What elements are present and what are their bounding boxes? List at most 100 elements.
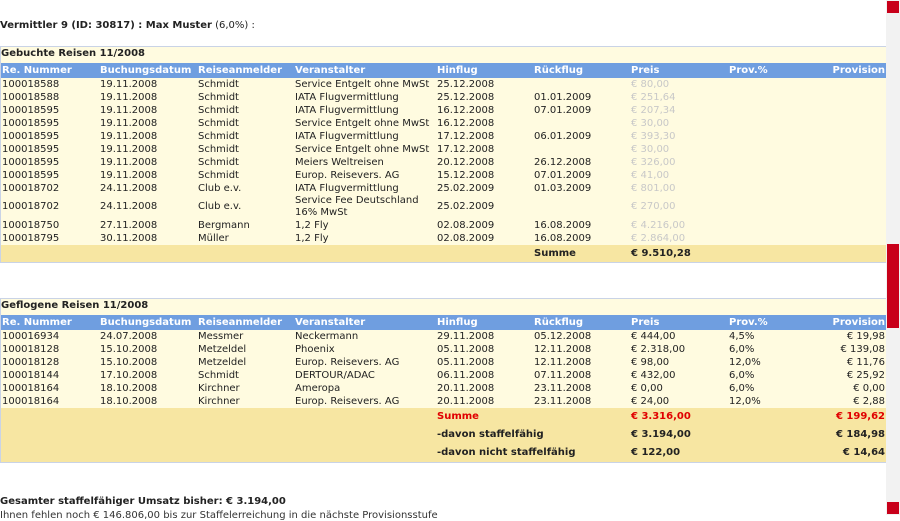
summary-label: Summe: [533, 245, 630, 262]
column-header: Reiseanmelder: [197, 63, 294, 78]
cell: [808, 195, 886, 219]
row: 100018702 24.11.2008 Club e.v. IATA Flugver…: [1, 182, 886, 195]
column-header: Veranstalter: [294, 63, 436, 78]
cell: 6,0%: [729, 369, 755, 381]
section: Geflogene Reisen 11/2008 Re. Nummer Buchun…: [0, 298, 887, 463]
cell: € 80,00: [631, 78, 670, 90]
cell: Service Fee Deutschland 16% MwSt: [295, 195, 419, 218]
cell: € 30,00: [631, 117, 670, 129]
scroll-up[interactable]: [887, 1, 899, 13]
cell: € 41,00: [631, 169, 670, 181]
cell: [728, 117, 808, 130]
column-header: Provision: [808, 63, 886, 78]
cell: € 393,30: [631, 130, 676, 142]
cell: 07.01.2009: [534, 169, 592, 181]
cell: [808, 130, 886, 143]
cell: 01.01.2009: [534, 91, 592, 103]
cell: 100018164: [2, 382, 60, 394]
cell: € 270,00: [631, 201, 676, 212]
cell: 07.01.2009: [534, 104, 592, 116]
footer-note: Ihnen fehlen noch € 146.806,00 bis zur S…: [0, 510, 438, 521]
cell: Schmidt: [198, 78, 239, 90]
cell: 06.11.2008: [437, 369, 495, 381]
cell: Kirchner: [198, 382, 240, 394]
cell: Club e.v.: [198, 182, 242, 194]
cell: [808, 219, 886, 232]
scrollbar[interactable]: [886, 0, 900, 515]
scroll-thumb[interactable]: [887, 244, 899, 328]
row: 100018128 15.10.2008 Metzeldel Phoenix 05.11…: [1, 343, 886, 356]
cell: [808, 91, 886, 104]
cell: 15.12.2008: [437, 169, 495, 181]
summary-commission: [808, 245, 886, 262]
cell: 24.07.2008: [100, 330, 158, 342]
cell: Schmidt: [198, 143, 239, 155]
agent-rate: (6,0%) :: [215, 20, 255, 31]
row: 100016934 24.07.2008 Messmer Neckermann 29.1…: [1, 330, 886, 343]
table: Re. Nummer Buchungsdatum Reiseanmelder Vera…: [1, 63, 886, 262]
agent-name: Vermittler 9 (ID: 30817) : Max Muster: [0, 20, 212, 31]
column-header: Re. Nummer: [1, 63, 99, 78]
row: 100018595 19.11.2008 Schmidt Europ. Reiseve…: [1, 169, 886, 182]
row: 100018164 18.10.2008 Kirchner Ameropa 20.11.…: [1, 382, 886, 395]
row: 100018702 24.11.2008 Club e.v. Service Fee …: [1, 195, 886, 219]
scroll-down[interactable]: [887, 502, 899, 514]
cell: 20.11.2008: [437, 382, 495, 394]
column-header: Preis: [630, 315, 728, 330]
cell: [1, 444, 436, 462]
cell: € 432,00: [631, 369, 676, 381]
cell: 100018595: [2, 143, 60, 155]
cell: 15.10.2008: [100, 356, 158, 368]
cell: [808, 182, 886, 195]
cell: [728, 426, 808, 444]
summary-price: € 9.510,28: [630, 245, 728, 262]
cell: € 98,00: [631, 356, 670, 368]
summary-row: Summe € 3.316,00 € 199,62: [1, 408, 886, 426]
column-header: Provision: [808, 315, 886, 330]
cell: 100016934: [2, 330, 60, 342]
cell: 100018588: [2, 91, 60, 103]
cell: Schmidt: [198, 156, 239, 168]
column-header: Hinflug: [436, 63, 533, 78]
footer-total: Gesamter staffelfähiger Umsatz bisher: €…: [0, 496, 286, 507]
cell: € 0,00: [631, 382, 663, 394]
cell: 19.11.2008: [100, 104, 158, 116]
cell: € 251,64: [631, 91, 676, 103]
cell: Müller: [198, 232, 229, 244]
row: 100018595 19.11.2008 Schmidt IATA Flugvermi…: [1, 104, 886, 117]
cell: 12,0%: [729, 395, 761, 407]
cell: 15.10.2008: [100, 343, 158, 355]
cell: 18.10.2008: [100, 382, 158, 394]
section: Gebuchte Reisen 11/2008 Re. Nummer Buchung…: [0, 46, 887, 263]
cell: € 207,34: [631, 104, 676, 116]
column-header: Reiseanmelder: [197, 315, 294, 330]
cell: [808, 169, 886, 182]
cell: 23.11.2008: [534, 382, 592, 394]
cell: € 24,00: [631, 395, 670, 407]
cell: 29.11.2008: [437, 330, 495, 342]
cell: 100018588: [2, 78, 60, 90]
cell: 02.08.2009: [437, 219, 495, 231]
cell: [1, 408, 436, 426]
cell: [808, 156, 886, 169]
column-header: Rückflug: [533, 315, 630, 330]
column-header: Veranstalter: [294, 315, 436, 330]
cell: € 11,76: [846, 356, 885, 368]
cell: [1, 426, 436, 444]
cell: 27.11.2008: [100, 219, 158, 231]
cell: [728, 91, 808, 104]
row: 100018595 19.11.2008 Schmidt Service Entgel…: [1, 143, 886, 156]
cell: [728, 169, 808, 182]
column-header: Hinflug: [436, 315, 533, 330]
row: 100018795 30.11.2008 Müller 1,2 Fly 02.08.20…: [1, 232, 886, 245]
cell: IATA Flugvermittlung: [295, 91, 399, 103]
cell: [533, 117, 630, 130]
cell: [533, 78, 630, 91]
summary-row: -davon staffelfähig € 3.194,00 € 184,98: [1, 426, 886, 444]
cell: 100018128: [2, 343, 60, 355]
cell: 17.10.2008: [100, 369, 158, 381]
cell: 100018595: [2, 117, 60, 129]
cell: € 0,00: [853, 382, 885, 394]
footer: Gesamter staffelfähiger Umsatz bisher: €…: [0, 496, 438, 521]
row: 100018164 18.10.2008 Kirchner Europ. Reisev…: [1, 395, 886, 408]
